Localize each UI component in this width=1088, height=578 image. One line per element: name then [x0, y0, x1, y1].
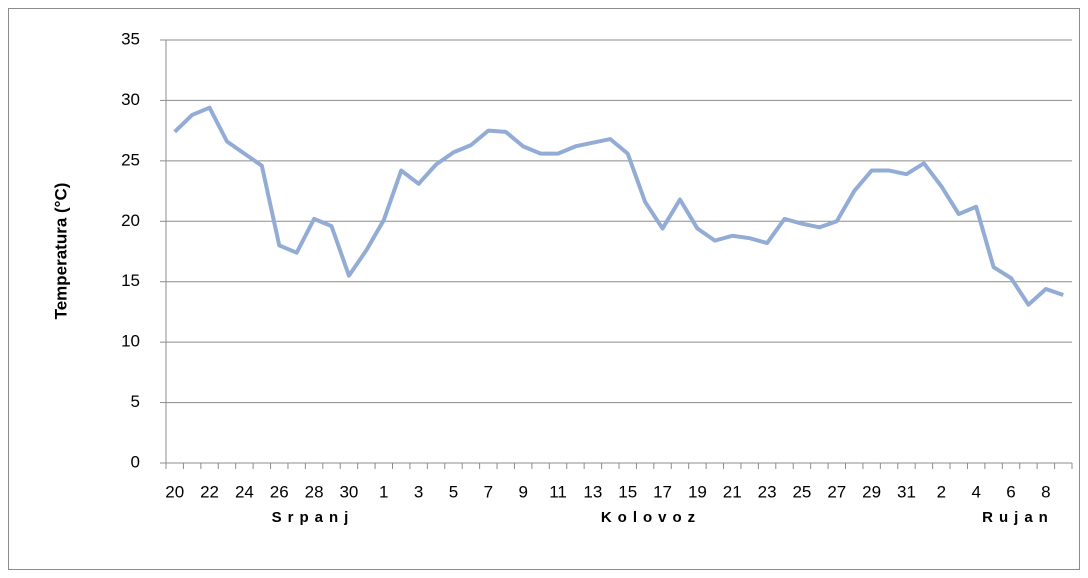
chart-border	[8, 8, 1080, 570]
x-tick-label: 28	[305, 482, 324, 501]
line-series	[173, 105, 1064, 307]
x-tick-label: 29	[862, 482, 881, 501]
x-tick-label: 8	[1041, 482, 1050, 501]
x-tick-label: 24	[235, 482, 254, 501]
y-tick-label: 15	[121, 271, 140, 290]
x-tick-label: 4	[971, 482, 980, 501]
y-tick-label: 35	[121, 29, 140, 48]
y-tick-label: 30	[121, 90, 140, 109]
month-label: Kolovoz	[601, 509, 701, 526]
x-tick-label: 25	[792, 482, 811, 501]
x-tick-label: 23	[758, 482, 777, 501]
x-tick-label: 30	[339, 482, 358, 501]
y-tick-label: 20	[121, 211, 140, 230]
y-tick-label: 5	[131, 392, 140, 411]
x-tick-label: 2	[937, 482, 946, 501]
x-tick-label: 13	[583, 482, 602, 501]
x-tick-label: 31	[897, 482, 916, 501]
x-tick-label: 3	[414, 482, 423, 501]
x-tick-label: 5	[449, 482, 458, 501]
x-tick-label: 17	[653, 482, 672, 501]
x-tick-label: 21	[723, 482, 742, 501]
x-tick-label: 7	[484, 482, 493, 501]
x-tick-label: 20	[165, 482, 184, 501]
month-label: Srpanj	[272, 509, 355, 526]
x-tick-label: 22	[200, 482, 219, 501]
x-tick-label: 11	[549, 482, 567, 501]
y-tick-label: 10	[121, 332, 140, 351]
y-tick-label: 0	[131, 452, 140, 471]
x-tick-label: 15	[618, 482, 637, 501]
x-tick-label: 9	[518, 482, 527, 501]
x-tick-label: 27	[827, 482, 846, 501]
month-label: Rujan	[982, 509, 1054, 526]
x-tick-label: 26	[270, 482, 289, 501]
x-tick-label: 1	[379, 482, 388, 501]
x-tick-label: 6	[1006, 482, 1015, 501]
y-tick-label: 25	[121, 150, 140, 169]
y-axis-label: Temperatura (°C)	[51, 183, 70, 320]
x-tick-label: 19	[688, 482, 707, 501]
